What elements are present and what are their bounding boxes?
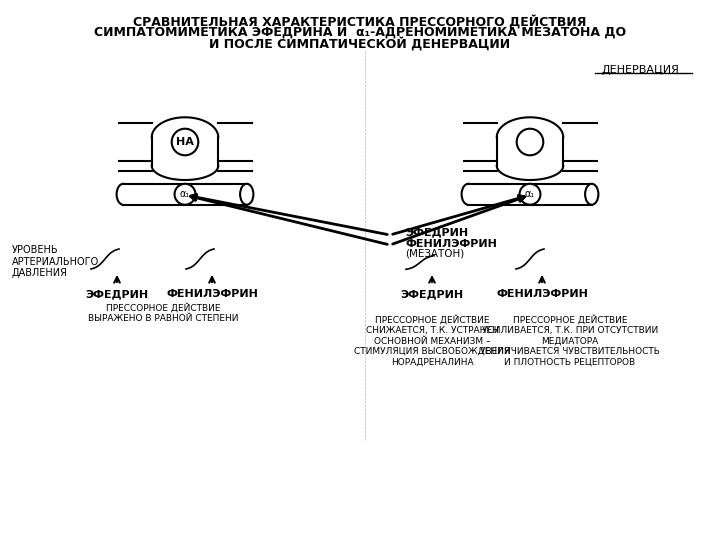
Circle shape bbox=[174, 184, 195, 205]
Text: ФЕНИЛЭФРИН: ФЕНИЛЭФРИН bbox=[405, 239, 497, 249]
Text: ЭФЕДРИН: ЭФЕДРИН bbox=[86, 289, 148, 299]
Text: СРАВНИТЕЛЬНАЯ ХАРАКТЕРИСТИКА ПРЕССОРНОГО ДЕЙСТВИЯ: СРАВНИТЕЛЬНАЯ ХАРАКТЕРИСТИКА ПРЕССОРНОГО… bbox=[133, 15, 587, 29]
Ellipse shape bbox=[240, 184, 253, 205]
Text: (МЕЗАТОН): (МЕЗАТОН) bbox=[405, 248, 464, 258]
Text: ЭФЕДРИН: ЭФЕДРИН bbox=[405, 227, 468, 237]
Text: ПРЕССОРНОЕ ДЕЙСТВИЕ
УСИЛИВАЕТСЯ, Т.К. ПРИ ОТСУТСТВИИ
МЕДИАТОРА
УВЕЛИЧИВАЕТСЯ ЧУВ: ПРЕССОРНОЕ ДЕЙСТВИЕ УСИЛИВАЕТСЯ, Т.К. ПР… bbox=[480, 315, 660, 367]
Text: ПРЕССОРНОЕ ДЕЙСТВИЕ
СНИЖАЕТСЯ, Т.К. УСТРАНЕН
ОСНОВНОЙ МЕХАНИЗМ –
СТИМУЛЯЦИЯ ВЫСВ: ПРЕССОРНОЕ ДЕЙСТВИЕ СНИЖАЕТСЯ, Т.К. УСТР… bbox=[354, 315, 510, 367]
Text: ЭФЕДРИН: ЭФЕДРИН bbox=[400, 289, 464, 299]
Text: α₁: α₁ bbox=[180, 189, 190, 199]
Text: НА: НА bbox=[176, 137, 194, 147]
Ellipse shape bbox=[585, 184, 598, 205]
Ellipse shape bbox=[462, 184, 475, 205]
Text: УРОВЕНЬ
АРТЕРИАЛЬНОГО
ДАВЛЕНИЯ: УРОВЕНЬ АРТЕРИАЛЬНОГО ДАВЛЕНИЯ bbox=[12, 245, 99, 278]
Text: СИМПАТОМИМЕТИКА ЭФЕДРИНА И  α₁-АДРЕНОМИМЕТИКА МЕЗАТОНА ДО: СИМПАТОМИМЕТИКА ЭФЕДРИНА И α₁-АДРЕНОМИМЕ… bbox=[94, 26, 626, 39]
Text: ФЕНИЛЭФРИН: ФЕНИЛЭФРИН bbox=[166, 289, 258, 299]
Ellipse shape bbox=[117, 184, 130, 205]
Text: И ПОСЛЕ СИМПАТИЧЕСКОЙ ДЕНЕРВАЦИИ: И ПОСЛЕ СИМПАТИЧЕСКОЙ ДЕНЕРВАЦИИ bbox=[210, 37, 510, 51]
Text: ДЕНЕРВАЦИЯ: ДЕНЕРВАЦИЯ bbox=[601, 65, 679, 75]
Text: ПРЕССОРНОЕ ДЕЙСТВИЕ
ВЫРАЖЕНО В РАВНОЙ СТЕПЕНИ: ПРЕССОРНОЕ ДЕЙСТВИЕ ВЫРАЖЕНО В РАВНОЙ СТ… bbox=[88, 303, 238, 323]
Text: ФЕНИЛЭФРИН: ФЕНИЛЭФРИН bbox=[496, 289, 588, 299]
Text: α₁: α₁ bbox=[525, 189, 535, 199]
Circle shape bbox=[520, 184, 541, 205]
